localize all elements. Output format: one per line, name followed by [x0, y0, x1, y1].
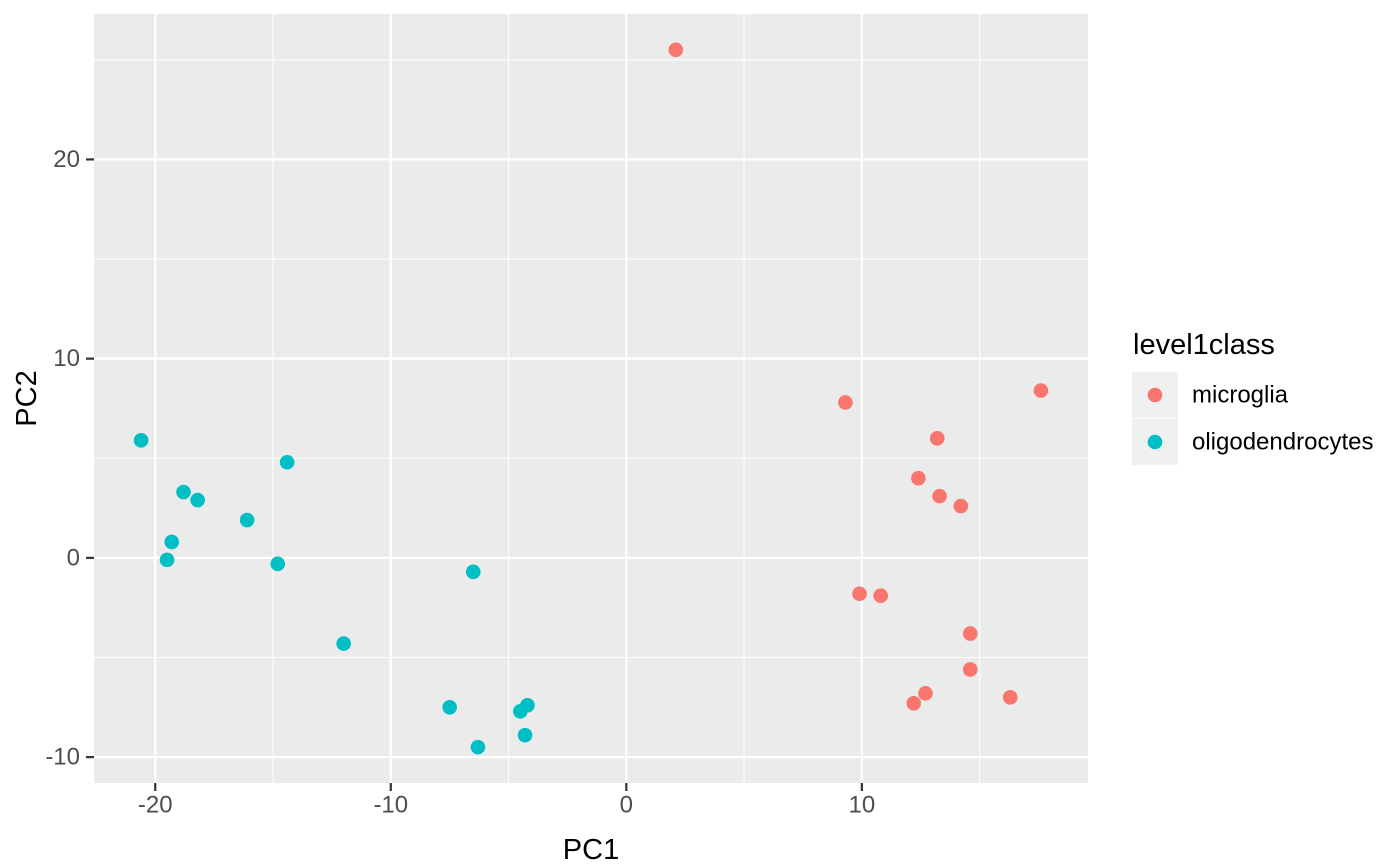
data-point-oligodendrocytes: [239, 512, 255, 528]
data-point-oligodendrocytes: [442, 699, 457, 715]
x-tick-label: -10: [373, 792, 408, 819]
data-point-microglia: [911, 470, 926, 486]
x-tick-label: -20: [138, 792, 173, 819]
data-point-microglia: [932, 488, 947, 504]
data-point-oligodendrocytes: [270, 556, 286, 572]
x-tick-label: 10: [849, 792, 876, 819]
data-point-microglia: [962, 626, 978, 641]
data-point-oligodendrocytes: [190, 492, 205, 508]
data-point-microglia: [906, 696, 921, 711]
data-point-oligodendrocytes: [159, 552, 175, 568]
data-point-oligodendrocytes: [176, 484, 191, 500]
x-tick-label: 0: [620, 792, 633, 819]
y-tick-label: 0: [67, 544, 80, 571]
data-point-oligodendrocytes: [470, 739, 486, 755]
plot-panel: [94, 14, 1088, 783]
data-point-microglia: [852, 586, 867, 602]
data-point-oligodendrocytes: [133, 433, 149, 448]
legend-title: level1class: [1133, 329, 1275, 361]
data-point-oligodendrocytes: [164, 534, 180, 550]
data-point-microglia: [668, 42, 684, 58]
x-axis-title: PC1: [563, 834, 619, 866]
data-point-oligodendrocytes: [336, 636, 351, 651]
data-point-microglia: [838, 395, 853, 410]
data-point-microglia: [1002, 690, 1018, 705]
legend-key-point-oligodendrocytes: [1147, 434, 1163, 450]
data-point-oligodendrocytes: [517, 727, 533, 743]
data-point-oligodendrocytes: [465, 564, 481, 580]
data-point-microglia: [1033, 383, 1049, 398]
y-tick-label: 10: [53, 345, 80, 372]
data-point-microglia: [962, 662, 978, 677]
data-point-oligodendrocytes: [279, 454, 295, 470]
legend-key-point-microglia: [1147, 387, 1163, 403]
data-point-microglia: [929, 431, 945, 446]
y-axis-title: PC2: [11, 370, 43, 426]
data-point-microglia: [953, 498, 969, 514]
data-point-microglia: [873, 588, 889, 604]
data-point-oligodendrocytes: [520, 698, 535, 713]
legend-label: oligodendrocytes: [1192, 429, 1373, 456]
y-tick-label: -10: [45, 744, 80, 771]
y-tick-label: 20: [53, 146, 80, 173]
legend-label: microglia: [1192, 382, 1289, 409]
data-point-microglia: [918, 686, 933, 701]
